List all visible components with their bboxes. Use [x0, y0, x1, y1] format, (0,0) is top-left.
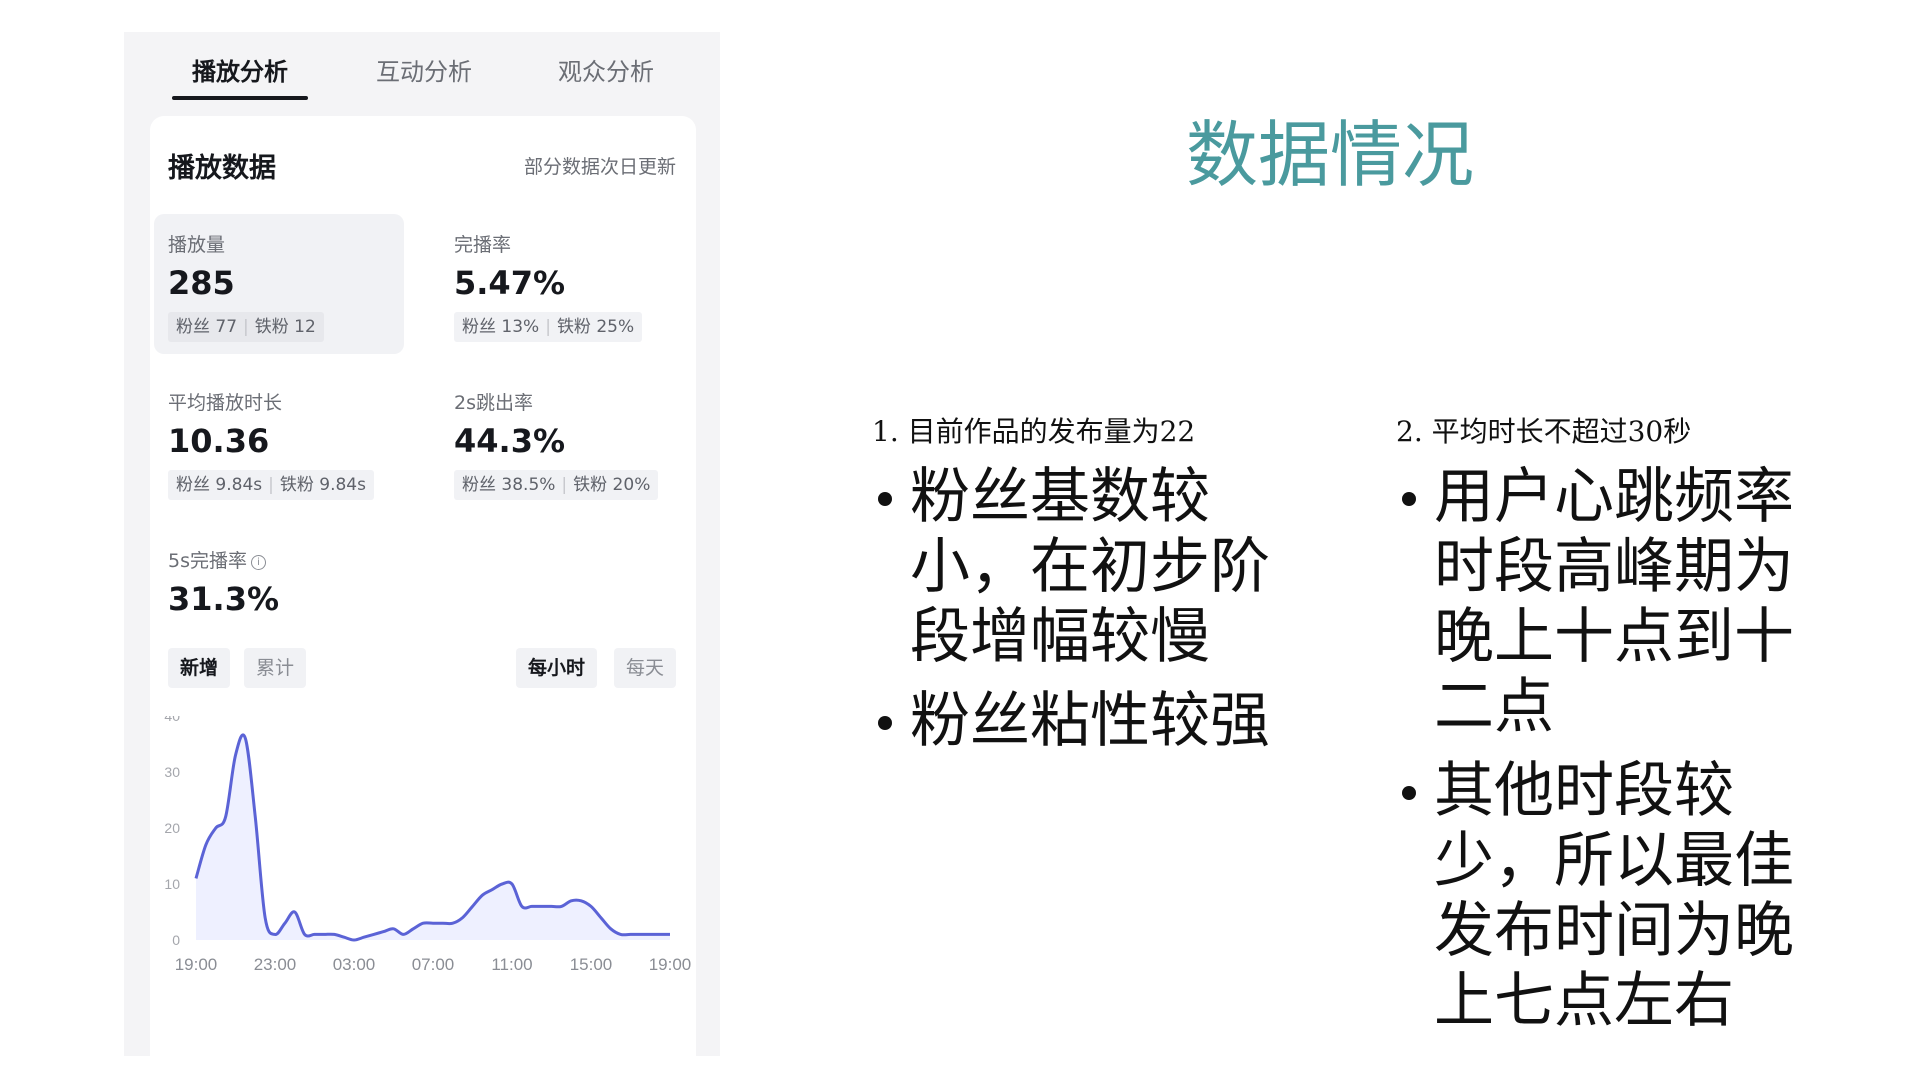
metric-label: 播放量 — [168, 234, 226, 256]
toggle-new[interactable]: 新增 — [168, 648, 231, 688]
plays-area-fill — [196, 734, 670, 940]
toggle-daily[interactable]: 每天 — [614, 648, 677, 688]
slide-title: 数据情况 — [1185, 113, 1474, 197]
iron-fans-value: 铁粉 9.84s — [279, 475, 366, 495]
tab-audience-analysis[interactable]: 观众分析 — [558, 58, 654, 86]
metric-label: 5s完播率 — [168, 550, 247, 572]
bullet-list: 用户心跳频率时段高峰期为晚上十点到十二点 其他时段较少，所以最佳发布时间为晚上七… — [1396, 462, 1820, 1036]
divider: | — [561, 475, 568, 495]
tab-interaction-analysis[interactable]: 互动分析 — [376, 58, 472, 86]
plays-area-chart: 0 10 20 30 40 19:00 23:00 03:00 07:00 11:00 15:00 1… — [164, 716, 692, 974]
bullet-list: 粉丝基数较小，在初步阶段增幅较慢 粉丝粘性较强 — [872, 462, 1292, 756]
y-tick-label-2: 20 — [164, 820, 180, 836]
divider: | — [243, 317, 249, 337]
tab-play-analysis[interactable]: 播放分析 — [192, 58, 288, 86]
metric-breakdown: 粉丝 9.84s | 铁粉 9.84s — [168, 470, 374, 500]
metric-5s-completion-rate[interactable]: 5s完播率 i 31.3% — [154, 530, 404, 630]
play-data-card: 播放数据 部分数据次日更新 播放量 285 粉丝 77 | 铁粉 12 完播率 5.… — [150, 116, 696, 1056]
bullet-item: 用户心跳频率时段高峰期为晚上十点到十二点 — [1396, 462, 1820, 742]
info-icon[interactable]: i — [251, 555, 266, 570]
metric-plays[interactable]: 播放量 285 粉丝 77 | 铁粉 12 — [154, 214, 404, 354]
slide-column-1: 1. 目前作品的发布量为22 粉丝基数较小，在初步阶段增幅较慢 粉丝粘性较强 — [872, 410, 1292, 770]
metric-breakdown: 粉丝 38.5% | 铁粉 20% — [454, 470, 659, 500]
metric-breakdown: 粉丝 77 | 铁粉 12 — [168, 312, 324, 342]
analytics-phone-panel: 播放分析 互动分析 观众分析 播放数据 部分数据次日更新 播放量 285 粉丝 … — [124, 32, 720, 1056]
metric-value: 285 — [168, 264, 235, 302]
iron-fans-value: 铁粉 20% — [573, 475, 651, 495]
bullet-item: 粉丝基数较小，在初步阶段增幅较慢 — [872, 462, 1292, 672]
fans-value: 粉丝 9.84s — [176, 475, 263, 495]
x-tick-label-4: 11:00 — [491, 955, 532, 974]
x-tick-label-0: 19:00 — [175, 955, 218, 974]
x-tick-label-6: 19:00 — [649, 955, 692, 974]
x-tick-label-1: 23:00 — [254, 955, 297, 974]
bullet-item: 粉丝粘性较强 — [872, 686, 1292, 756]
divider: | — [268, 475, 274, 495]
active-tab-indicator — [172, 96, 308, 100]
fans-value: 粉丝 38.5% — [462, 475, 556, 495]
slide-column-2: 2. 平均时长不超过30秒 用户心跳频率时段高峰期为晚上十点到十二点 其他时段较… — [1396, 410, 1820, 1050]
metric-value: 44.3% — [454, 422, 566, 460]
plays-series-line — [194, 733, 670, 942]
x-tick-label-5: 15:00 — [570, 955, 613, 974]
iron-fans-value: 铁粉 12 — [254, 317, 316, 337]
metric-value: 10.36 — [168, 422, 270, 460]
bullet-item: 其他时段较少，所以最佳发布时间为晚上七点左右 — [1396, 756, 1820, 1036]
toggle-hourly[interactable]: 每小时 — [516, 648, 598, 688]
metric-label: 完播率 — [454, 234, 512, 256]
metric-label: 2s跳出率 — [454, 392, 533, 414]
metric-breakdown: 粉丝 13% | 铁粉 25% — [454, 312, 643, 342]
update-note: 部分数据次日更新 — [523, 156, 676, 178]
fans-value: 粉丝 13% — [462, 317, 540, 337]
y-tick-label-0: 0 — [172, 932, 180, 948]
metric-completion-rate[interactable]: 完播率 5.47% 粉丝 13% | 铁粉 25% — [440, 214, 690, 354]
card-title: 播放数据 — [168, 153, 276, 184]
divider: | — [545, 317, 551, 337]
iron-fans-value: 铁粉 25% — [556, 317, 635, 337]
analysis-tabs: 播放分析 互动分析 观众分析 — [124, 32, 720, 110]
y-tick-label-3: 30 — [164, 764, 180, 780]
column-heading: 1. 目前作品的发布量为22 — [872, 415, 1196, 448]
metric-value: 31.3% — [168, 580, 280, 618]
y-tick-label-4: 40 — [164, 716, 180, 724]
column-heading: 2. 平均时长不超过30秒 — [1396, 415, 1692, 448]
x-tick-label-3: 07:00 — [412, 955, 455, 974]
toggle-cumulative[interactable]: 累计 — [244, 648, 307, 688]
y-tick-label-1: 10 — [164, 876, 180, 892]
metric-2s-bounce-rate[interactable]: 2s跳出率 44.3% 粉丝 38.5% | 铁粉 20% — [440, 372, 690, 512]
metric-label: 平均播放时长 — [168, 392, 283, 414]
metric-value: 5.47% — [454, 264, 566, 302]
x-tick-label-2: 03:00 — [333, 955, 376, 974]
fans-value: 粉丝 77 — [176, 317, 238, 337]
metric-avg-play-duration[interactable]: 平均播放时长 10.36 粉丝 9.84s | 铁粉 9.84s — [154, 372, 404, 512]
metric-label-row: 5s完播率 i — [168, 546, 266, 573]
